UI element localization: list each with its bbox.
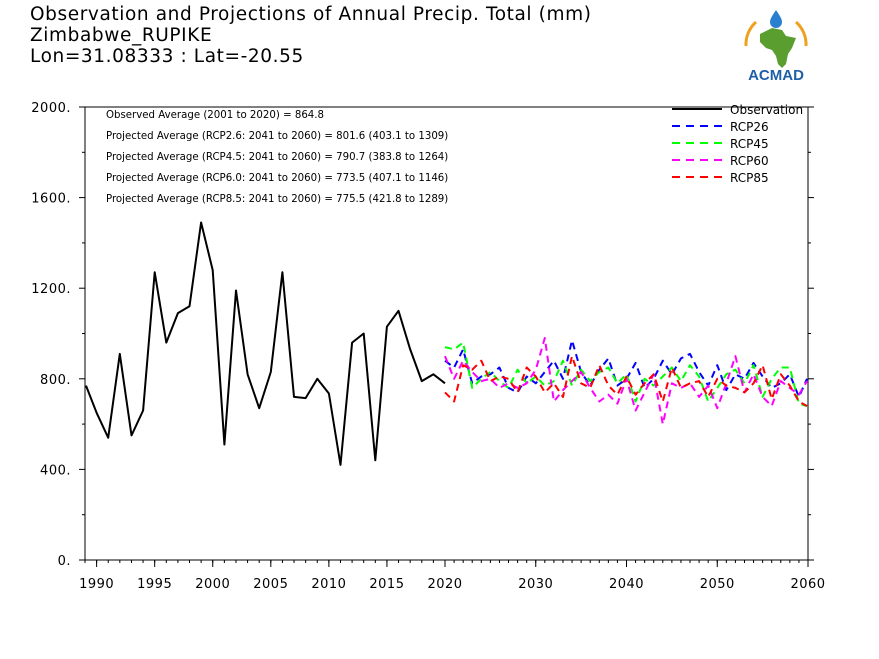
acmad-logo: ACMAD bbox=[744, 10, 808, 84]
chart-title: Observation and Projections of Annual Pr… bbox=[30, 4, 592, 25]
annotation-text: Projected Average (RCP2.6: 2041 to 2060)… bbox=[106, 131, 448, 142]
x-tick-label: 2050 bbox=[700, 577, 735, 592]
y-tick-label: 1600. bbox=[31, 192, 71, 207]
x-tick-label: 2010 bbox=[311, 577, 346, 592]
legend-label-rcp26: RCP26 bbox=[730, 120, 769, 134]
series-line-rcp60 bbox=[444, 337, 808, 426]
y-tick-label: 400. bbox=[40, 463, 71, 478]
legend-label-rcp85: RCP85 bbox=[730, 171, 769, 185]
annotation-text: Projected Average (RCP8.5: 2041 to 2060)… bbox=[106, 194, 448, 205]
station-name: Zimbabwe_RUPIKE bbox=[30, 25, 213, 46]
sun-rays-icon bbox=[744, 20, 808, 47]
y-tick-label: 0. bbox=[58, 554, 71, 569]
annotation-text: Projected Average (RCP4.5: 2041 to 2060)… bbox=[106, 152, 448, 163]
series-line-observation bbox=[85, 221, 446, 466]
series-line-rcp45 bbox=[444, 341, 808, 407]
x-tick-label: 1990 bbox=[79, 577, 114, 592]
series-line-rcp85 bbox=[444, 355, 808, 407]
series-line-rcp26 bbox=[444, 339, 808, 398]
y-tick-label: 800. bbox=[40, 373, 71, 388]
station-coordinates: Lon=31.08333 : Lat=-20.55 bbox=[30, 46, 304, 67]
x-tick-label: 2030 bbox=[518, 577, 553, 592]
legend-label-observation: Observation bbox=[730, 103, 803, 117]
x-tick-label: 2060 bbox=[790, 577, 825, 592]
water-drop-icon bbox=[770, 10, 782, 28]
x-tick-label: 2020 bbox=[427, 577, 462, 592]
x-tick-label: 2005 bbox=[253, 577, 288, 592]
x-tick-label: 1995 bbox=[137, 577, 172, 592]
x-tick-label: 2015 bbox=[369, 577, 404, 592]
x-tick-label: 2040 bbox=[609, 577, 644, 592]
y-tick-label: 2000. bbox=[31, 101, 71, 116]
legend-label-rcp60: RCP60 bbox=[730, 154, 769, 168]
chart-header: Observation and Projections of Annual Pr… bbox=[30, 4, 592, 67]
y-tick-label: 1200. bbox=[31, 282, 71, 297]
x-tick-label: 2000 bbox=[195, 577, 230, 592]
acmad-logo-text: ACMAD bbox=[748, 67, 804, 84]
annotation-text: Observed Average (2001 to 2020) = 864.8 bbox=[106, 110, 324, 121]
africa-map-icon bbox=[760, 28, 796, 68]
annotation-text: Projected Average (RCP6.0: 2041 to 2060)… bbox=[106, 173, 448, 184]
legend-label-rcp45: RCP45 bbox=[730, 137, 769, 151]
